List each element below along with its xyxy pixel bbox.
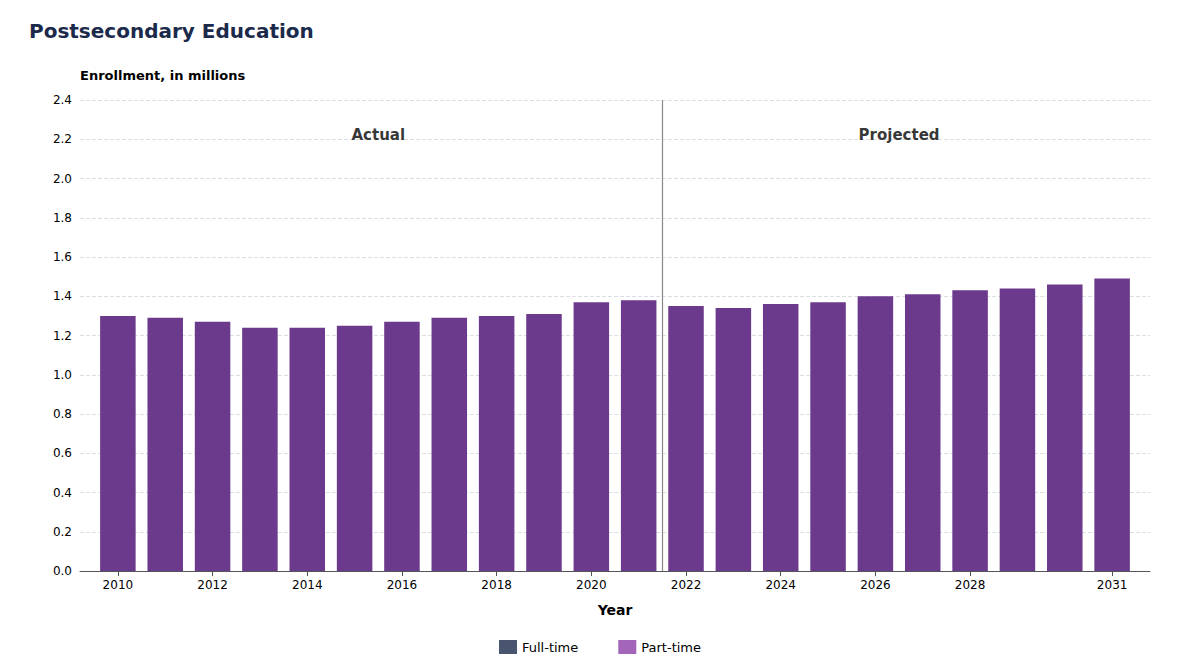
svg-text:Actual: Actual [351,126,405,144]
svg-text:Part-time: Part-time [641,640,701,655]
svg-text:Year: Year [597,602,633,618]
svg-text:2.2: 2.2 [53,132,72,146]
svg-text:2031: 2031 [1097,578,1128,592]
svg-text:0.8: 0.8 [53,407,72,421]
svg-text:2016: 2016 [387,578,418,592]
svg-text:0.0: 0.0 [53,564,72,578]
svg-text:2018: 2018 [481,578,512,592]
svg-text:0.2: 0.2 [53,525,72,539]
svg-text:2.4: 2.4 [53,93,72,107]
svg-text:Projected: Projected [859,126,940,144]
svg-text:2026: 2026 [860,578,891,592]
svg-text:0.6: 0.6 [53,446,72,460]
svg-text:2014: 2014 [292,578,323,592]
svg-text:Full-time: Full-time [522,640,578,655]
svg-text:1.2: 1.2 [53,329,72,343]
svg-text:1.4: 1.4 [53,289,72,303]
svg-text:1.8: 1.8 [53,211,72,225]
svg-text:2020: 2020 [576,578,607,592]
svg-text:1.0: 1.0 [53,368,72,382]
svg-text:2028: 2028 [955,578,986,592]
svg-text:2012: 2012 [197,578,228,592]
svg-text:Postsecondary Education: Postsecondary Education [29,19,314,43]
svg-text:Enrollment, in millions: Enrollment, in millions [80,68,245,83]
svg-text:0.4: 0.4 [53,486,72,500]
svg-text:2024: 2024 [765,578,796,592]
svg-text:2.0: 2.0 [53,172,72,186]
svg-text:2022: 2022 [671,578,702,592]
svg-text:2010: 2010 [103,578,134,592]
svg-text:1.6: 1.6 [53,250,72,264]
